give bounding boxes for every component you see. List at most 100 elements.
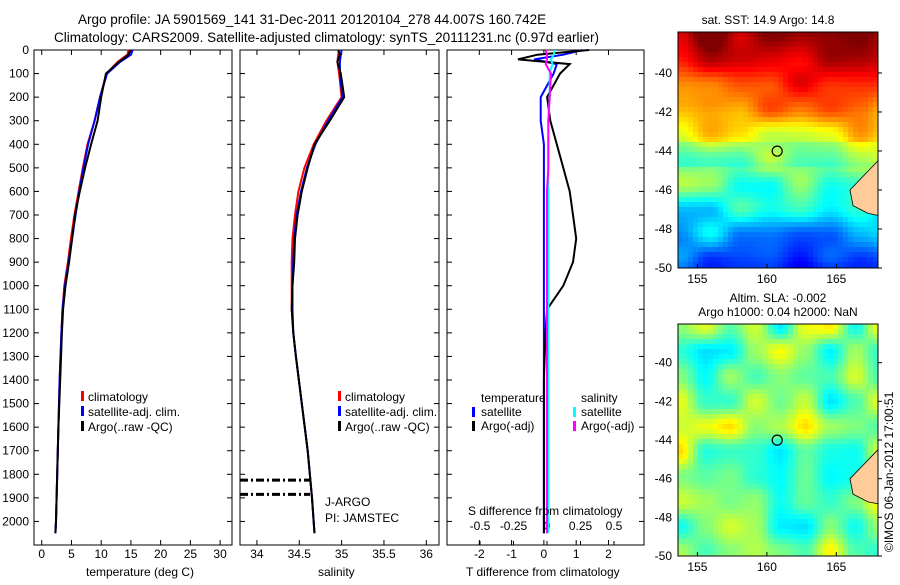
map-cell (723, 187, 729, 193)
top-x-tick-label: 0.5 (606, 519, 623, 533)
map-cell (723, 349, 729, 355)
map-cell (698, 389, 704, 395)
map-cell (758, 424, 764, 430)
map-cell (718, 67, 724, 73)
map-cell (703, 334, 709, 340)
map-cell (733, 419, 739, 425)
map-cell (848, 454, 854, 460)
map-cell (728, 172, 734, 178)
map-cell (778, 369, 784, 375)
map-cell (753, 379, 759, 385)
map-cell (693, 349, 699, 355)
map-cell (693, 107, 699, 113)
map-cell (753, 549, 759, 555)
map-cell (768, 87, 774, 93)
map-cell (743, 97, 749, 103)
map-cell (708, 152, 714, 158)
map-cell (728, 544, 734, 550)
map-cell (803, 329, 809, 335)
map-cell (858, 57, 864, 63)
map-cell (853, 32, 859, 38)
map-cell (758, 454, 764, 460)
map-cell (733, 324, 739, 330)
map-cell (838, 404, 844, 410)
map-cell (793, 252, 799, 258)
map-cell (753, 359, 759, 365)
map-cell (708, 444, 714, 450)
map-cell (733, 399, 739, 405)
map-cell (713, 479, 719, 485)
map-cell (703, 544, 709, 550)
map-cell (863, 147, 869, 153)
map-cell (813, 227, 819, 233)
map-cell (848, 354, 854, 360)
map-cell (848, 504, 854, 510)
map-cell (873, 549, 878, 555)
map-cell (678, 217, 684, 223)
map-cell (698, 42, 704, 48)
map-cell (808, 97, 814, 103)
map-cell (748, 72, 754, 78)
map-cell (803, 544, 809, 550)
map-cell (713, 207, 719, 213)
map-cell (868, 379, 874, 385)
map-cell (773, 222, 779, 228)
map-cell (708, 182, 714, 188)
map-cell (788, 474, 794, 480)
map-cell (803, 474, 809, 480)
map-cell (798, 47, 804, 53)
map-cell (753, 52, 759, 58)
map-cell (748, 62, 754, 68)
map-cell (728, 444, 734, 450)
map-cell (718, 177, 724, 183)
map-cell (748, 539, 754, 545)
map-cell (738, 449, 744, 455)
map-cell (843, 107, 849, 113)
map-cell (798, 414, 804, 420)
map-cell (808, 364, 814, 370)
map-cell (858, 394, 864, 400)
map-cell (843, 354, 849, 360)
map-cell (698, 127, 704, 133)
map-cell (728, 454, 734, 460)
map-cell (828, 132, 834, 138)
map-cell (788, 217, 794, 223)
map-cell (753, 529, 759, 535)
map-cell (743, 67, 749, 73)
map-cell (733, 232, 739, 238)
map-cell (868, 529, 874, 535)
map-cell (768, 539, 774, 545)
map-cell (788, 262, 794, 268)
map-cell (798, 237, 804, 243)
map-cell (828, 544, 834, 550)
map-cell (708, 52, 714, 58)
map-cell (733, 339, 739, 345)
temperature-xlabel: temperature (deg C) (86, 565, 194, 579)
map-cell (693, 132, 699, 138)
map-cell (843, 237, 849, 243)
map-cell (843, 37, 849, 43)
map-cell (718, 247, 724, 253)
map-cell (748, 394, 754, 400)
map-cell (818, 529, 824, 535)
map-cell (763, 359, 769, 365)
map-cell (748, 122, 754, 128)
map-cell (738, 137, 744, 143)
map-cell (833, 92, 839, 98)
map-cell (723, 192, 729, 198)
map-cell (818, 489, 824, 495)
map-cell (678, 399, 684, 405)
map-cell (678, 464, 684, 470)
map-cell (728, 404, 734, 410)
map-cell (778, 444, 784, 450)
map-cell (738, 439, 744, 445)
map-cell (753, 167, 759, 173)
map-cell (778, 409, 784, 415)
map-cell (848, 32, 854, 38)
map-cell (758, 52, 764, 58)
map-cell (848, 132, 854, 138)
map-cell (738, 349, 744, 355)
map-cell (708, 212, 714, 218)
map-cell (758, 479, 764, 485)
map-cell (833, 242, 839, 248)
